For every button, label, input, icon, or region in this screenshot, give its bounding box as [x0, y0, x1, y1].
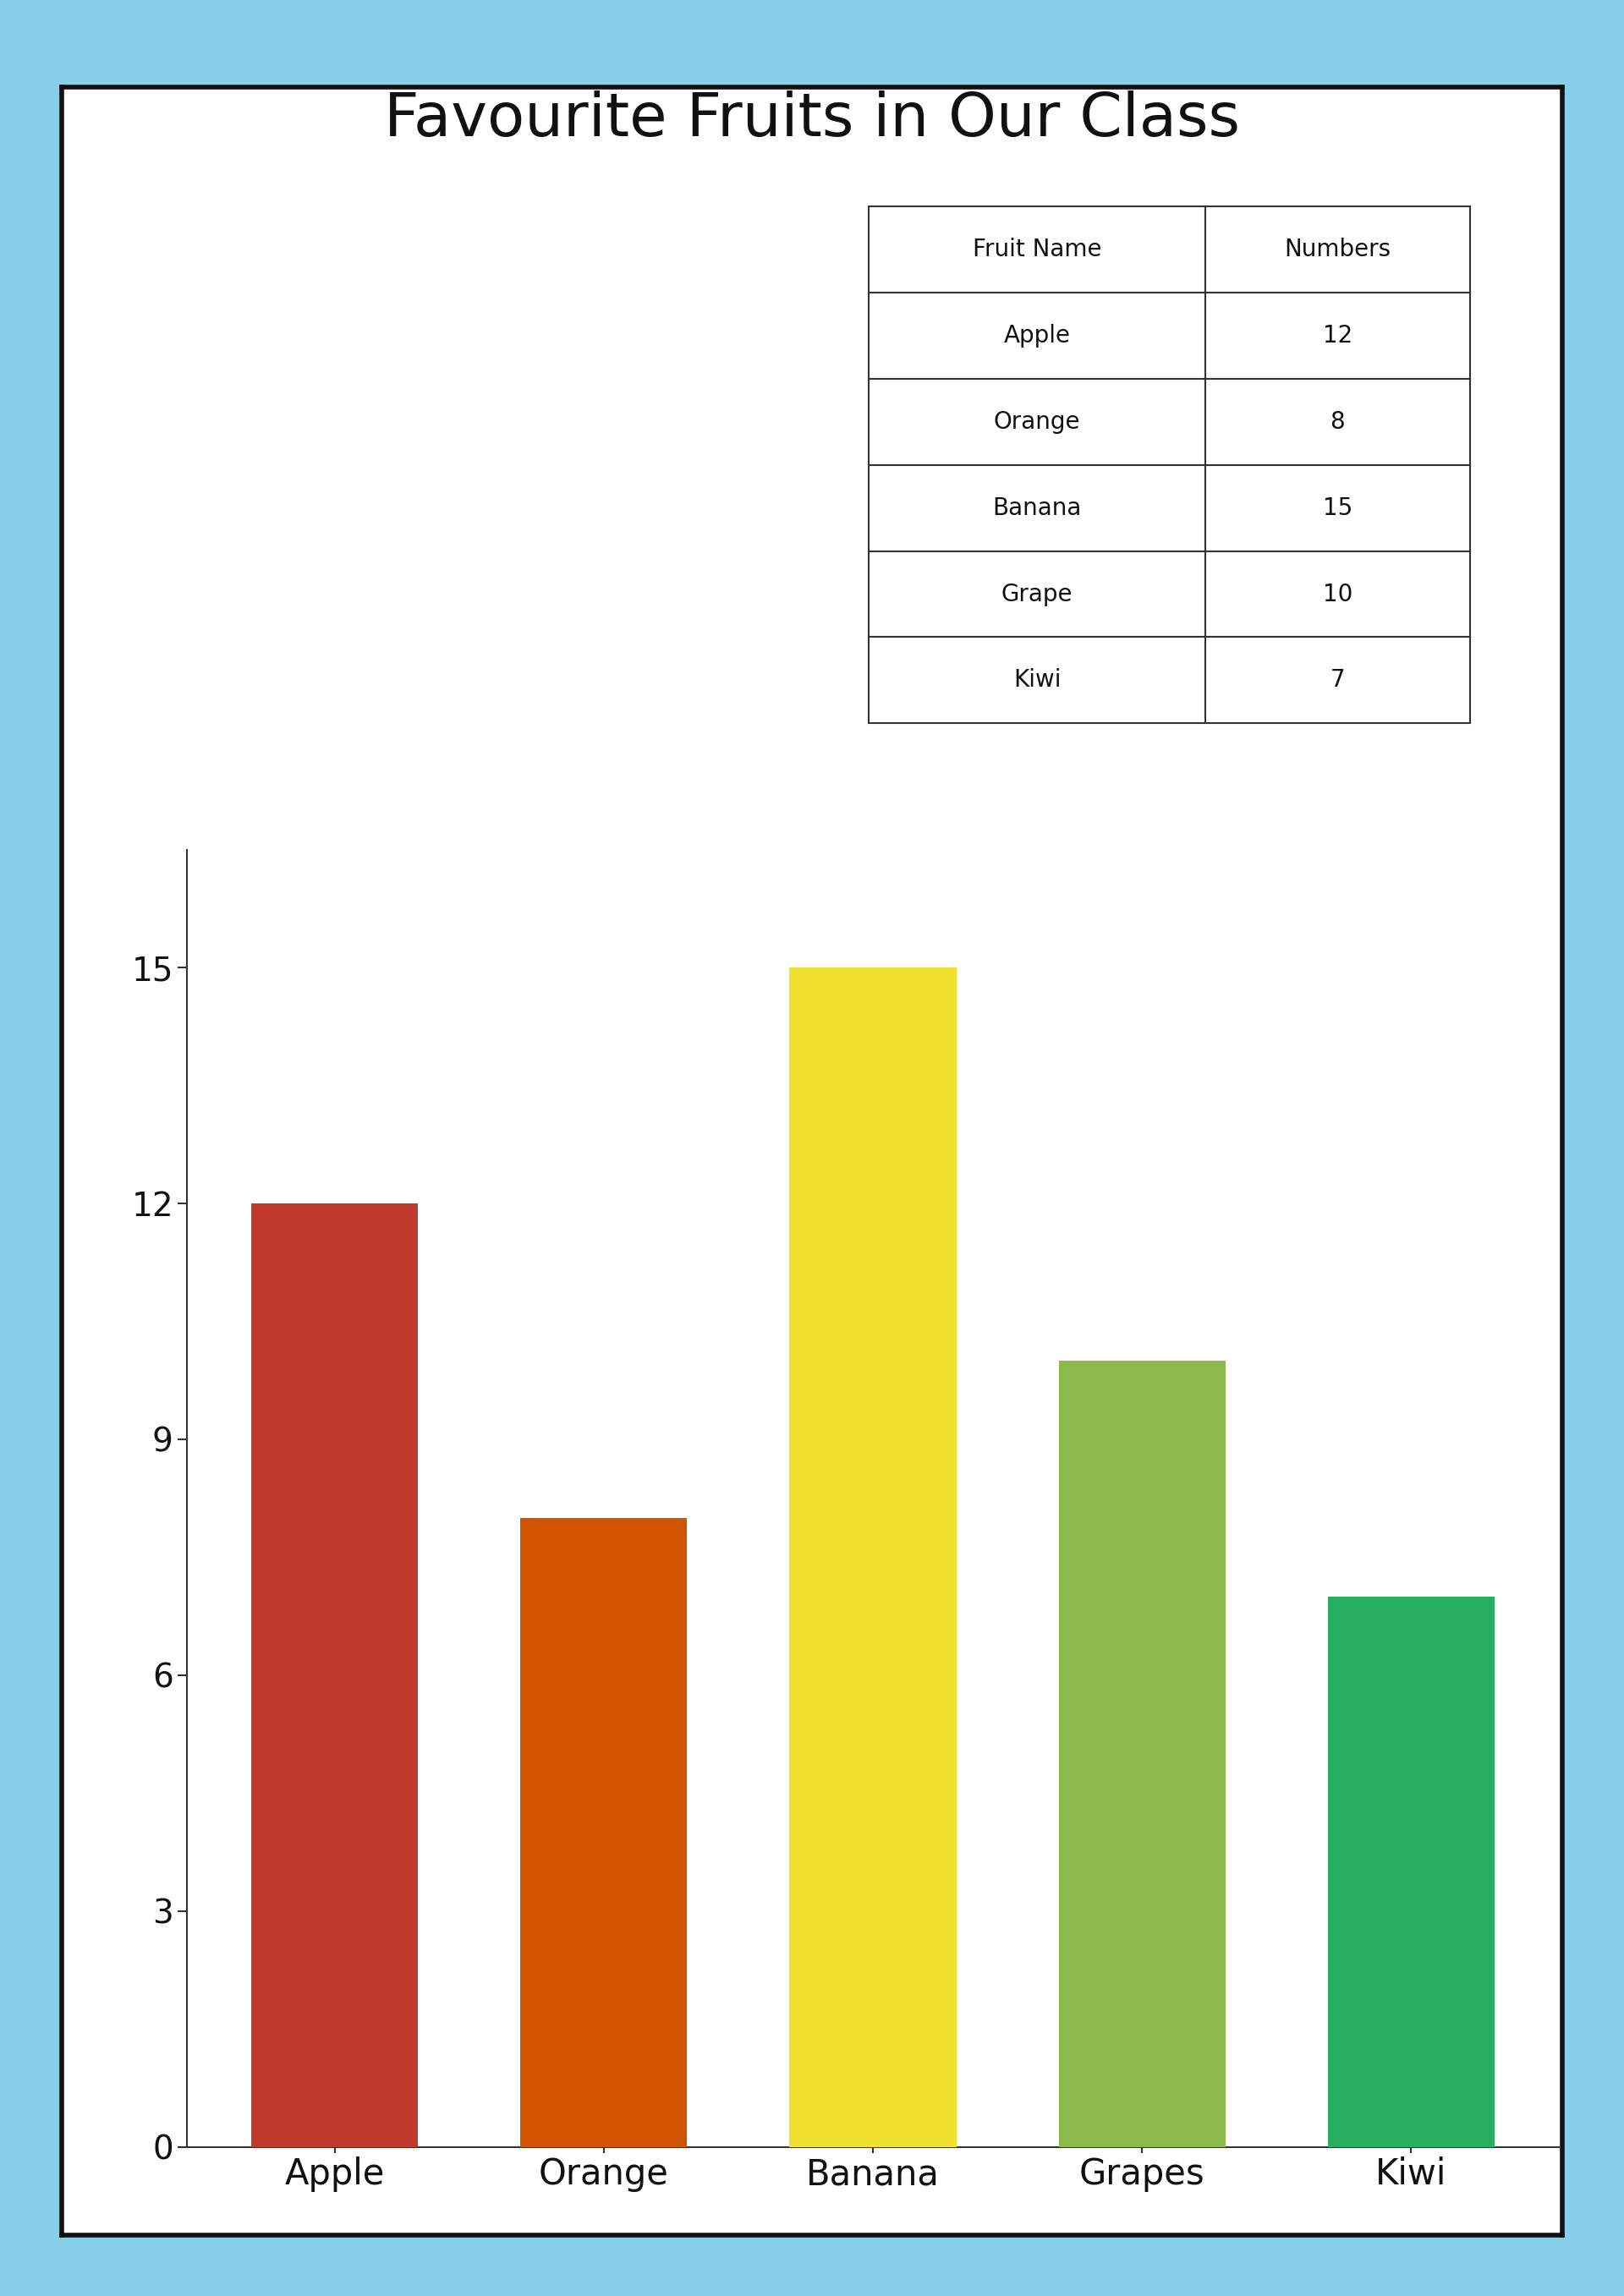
FancyBboxPatch shape	[1205, 551, 1470, 636]
Text: Kiwi: Kiwi	[1013, 668, 1060, 691]
Bar	[789, 967, 957, 2147]
FancyBboxPatch shape	[869, 292, 1205, 379]
FancyBboxPatch shape	[869, 207, 1205, 292]
Text: Fruit Name: Fruit Name	[973, 239, 1101, 262]
Text: 12: 12	[1322, 324, 1353, 347]
Bar	[520, 1518, 687, 2147]
Bar	[1328, 1596, 1494, 2147]
FancyBboxPatch shape	[1205, 207, 1470, 292]
FancyBboxPatch shape	[869, 379, 1205, 464]
FancyBboxPatch shape	[1205, 636, 1470, 723]
FancyBboxPatch shape	[1205, 379, 1470, 464]
Text: 7: 7	[1330, 668, 1345, 691]
FancyBboxPatch shape	[869, 636, 1205, 723]
Text: Banana: Banana	[992, 496, 1082, 519]
Bar	[252, 1203, 417, 2147]
Text: Favourite Fruits in Our Class: Favourite Fruits in Our Class	[383, 90, 1241, 149]
Text: Apple: Apple	[1004, 324, 1070, 347]
FancyBboxPatch shape	[869, 551, 1205, 636]
Text: Orange: Orange	[994, 411, 1080, 434]
Text: Numbers: Numbers	[1285, 239, 1390, 262]
Text: 10: 10	[1322, 583, 1353, 606]
Text: 15: 15	[1322, 496, 1353, 519]
FancyBboxPatch shape	[869, 464, 1205, 551]
FancyBboxPatch shape	[1205, 292, 1470, 379]
Bar	[1059, 1362, 1226, 2147]
FancyBboxPatch shape	[1205, 464, 1470, 551]
Text: 8: 8	[1330, 411, 1345, 434]
Text: Grape: Grape	[1002, 583, 1073, 606]
